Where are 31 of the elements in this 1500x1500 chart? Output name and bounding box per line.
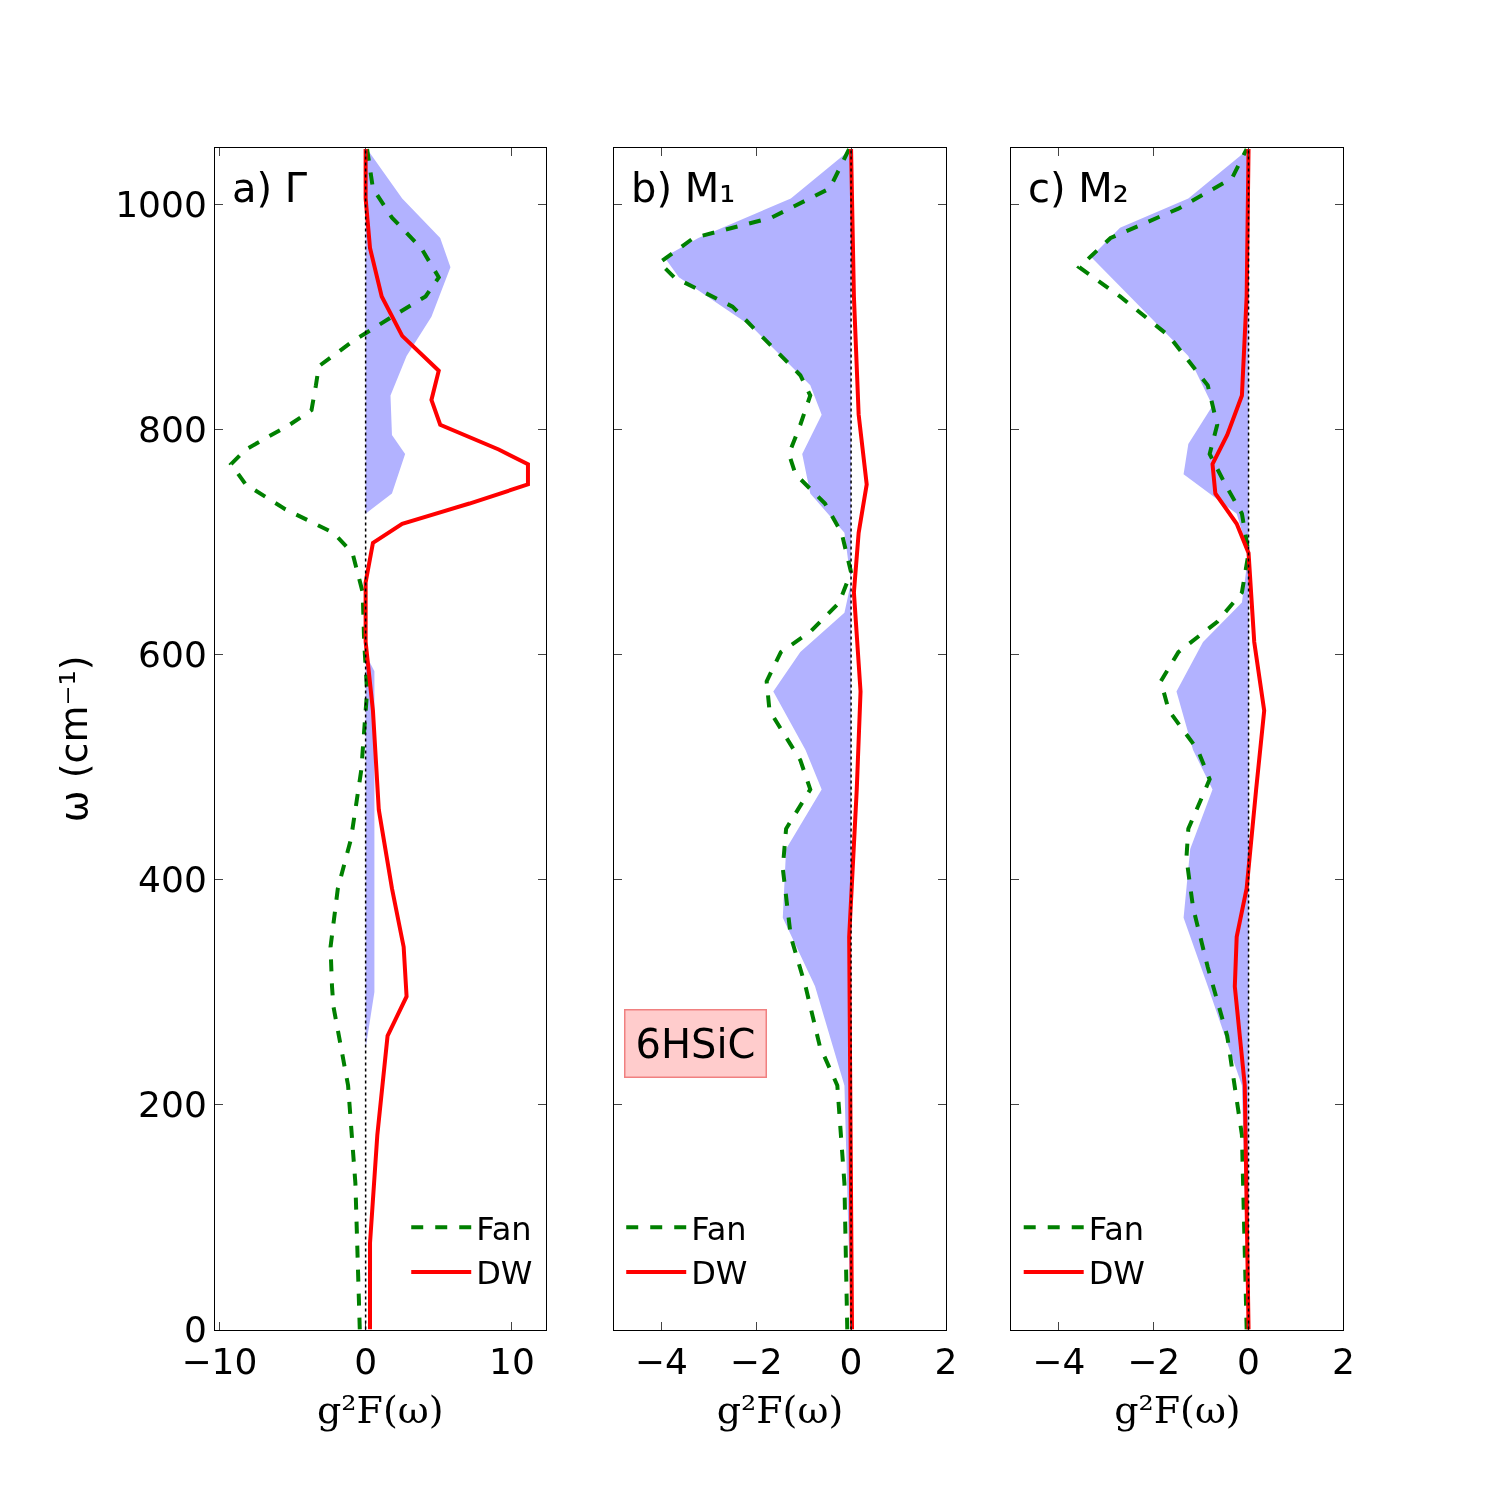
x-axis-title: g²F(ω) <box>716 1387 844 1432</box>
x-tick-label: 0 <box>354 1340 378 1382</box>
y-tick-label: 1000 <box>115 183 207 225</box>
x-tick-label: −2 <box>729 1340 783 1382</box>
legend-label: Fan <box>476 1209 532 1248</box>
text: b) M₁ <box>631 165 736 211</box>
x-tick-label: 0 <box>839 1340 863 1382</box>
text: a) Γ <box>232 165 308 211</box>
x-axis-title: g²F(ω) <box>1114 1387 1241 1432</box>
y-axis-title: ω (cm⁻¹) <box>52 655 97 823</box>
legend-label: DW <box>1088 1254 1145 1293</box>
legend-label: Fan <box>691 1209 747 1248</box>
y-tick-label: 200 <box>138 1084 207 1126</box>
legend-label: DW <box>691 1254 748 1293</box>
legend-label: DW <box>476 1254 533 1293</box>
x-tick-label: 2 <box>934 1340 958 1382</box>
x-tick-label: −4 <box>1032 1340 1086 1382</box>
text: c) M₂ <box>1028 165 1129 211</box>
y-tick-label: 600 <box>138 633 207 675</box>
x-tick-label: −4 <box>634 1340 688 1382</box>
x-tick-label: 2 <box>1331 1340 1355 1382</box>
y-tick-label: 400 <box>138 859 207 901</box>
x-tick-label: −2 <box>1127 1340 1181 1382</box>
x-tick-label: 10 <box>488 1340 535 1382</box>
y-tick-label: 800 <box>138 408 207 450</box>
annotation: 6HSiC <box>635 1020 756 1067</box>
x-tick-label: 0 <box>1237 1340 1261 1382</box>
legend-label: Fan <box>1088 1209 1145 1248</box>
line-series <box>363 147 530 1330</box>
x-axis-title: g²F(ω) <box>316 1387 444 1432</box>
line-series <box>229 147 441 1330</box>
